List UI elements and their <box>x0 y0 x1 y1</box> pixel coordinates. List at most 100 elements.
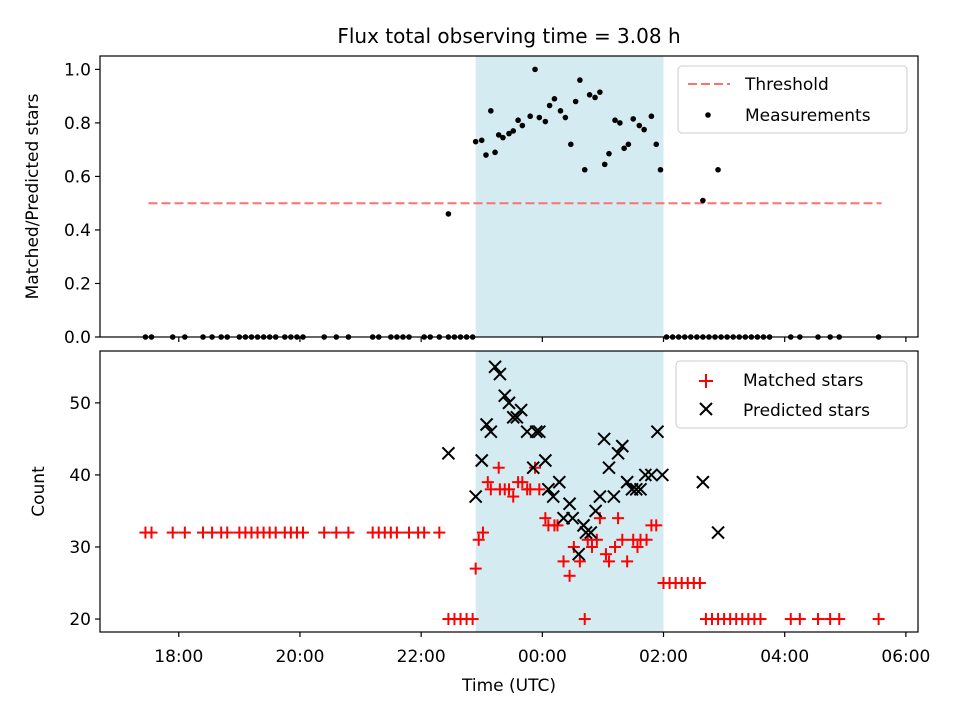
measurement-point <box>546 102 553 109</box>
measurement-point <box>492 149 498 156</box>
matched-star-point <box>602 555 615 568</box>
observing-window-shade <box>475 56 664 337</box>
matched-star-point <box>342 526 355 539</box>
predicted-star-point <box>538 453 553 468</box>
matched-star-point <box>529 461 542 474</box>
measurement-point <box>506 130 512 137</box>
measurement-point <box>472 138 479 145</box>
predicted-star-point <box>638 468 653 482</box>
predicted-star-stroke-b <box>526 461 540 475</box>
measurement-point <box>597 89 603 95</box>
predicted-star-stroke-b <box>498 388 512 403</box>
bottom-y-tick-label: 30 <box>69 538 91 558</box>
measurement-point <box>577 77 583 83</box>
measurement-point <box>572 98 579 105</box>
predicted-star-point <box>526 461 540 475</box>
predicted-star-point <box>498 388 512 403</box>
predicted-star-stroke-b <box>588 504 603 518</box>
predicted-legend-label: Predicted stars <box>743 401 870 421</box>
measurement-point <box>625 141 632 148</box>
top-panel: 0.0 0.2 0.4 0.6 0.8 1.0 Matched/Predicted sta… <box>23 55 919 348</box>
predicted-star-points <box>441 360 725 561</box>
matched-star-point <box>631 540 644 553</box>
matched-star-point <box>166 526 179 539</box>
predicted-star-point <box>562 497 577 511</box>
matched-star-point <box>573 555 586 568</box>
measurement-points <box>142 66 882 340</box>
measurement-point <box>641 126 647 133</box>
measurement-point <box>700 197 706 204</box>
bottom-x-tick-label: 00:00 <box>518 647 567 667</box>
predicted-star-stroke-b <box>711 525 725 540</box>
matched-star-point <box>466 613 479 626</box>
matched-star-point <box>476 526 489 539</box>
predicted-star-point <box>593 489 607 504</box>
measurement-point <box>592 94 598 101</box>
measurement-point <box>527 113 534 120</box>
matched-star-point <box>178 526 191 539</box>
predicted-star-stroke-b <box>552 475 566 489</box>
predicted-star-stroke-b <box>593 489 607 504</box>
matched-star-point <box>833 613 846 626</box>
predicted-star-stroke-b <box>565 511 580 525</box>
predicted-star-point <box>633 482 648 497</box>
predicted-star-point <box>441 446 456 461</box>
predicted-star-point <box>514 403 528 417</box>
matched-star-point <box>693 577 706 590</box>
predicted-star-stroke-b <box>633 482 648 497</box>
measurement-point <box>648 113 655 120</box>
matched-star-point <box>754 613 767 626</box>
measurement-point <box>617 120 623 126</box>
predicted-star-point <box>502 396 516 410</box>
predicted-star-stroke-b <box>602 461 616 475</box>
predicted-star-stroke-b <box>615 439 630 453</box>
top-y-tick-label: 1.0 <box>64 60 91 80</box>
predicted-star-point <box>655 468 670 482</box>
predicted-star-stroke-b <box>696 475 710 489</box>
predicted-star-point <box>620 475 634 489</box>
matched-star-point <box>616 533 629 546</box>
predicted-star-point <box>565 511 580 525</box>
bottom-x-tick-label: 20:00 <box>275 647 324 667</box>
measurement-point <box>532 66 538 73</box>
predicted-star-point <box>602 461 616 475</box>
top-legend-box <box>677 65 908 134</box>
predicted-star-point <box>488 360 502 374</box>
measurement-point <box>612 117 618 124</box>
matched-star-point <box>507 490 520 503</box>
measurement-point <box>478 137 485 144</box>
measurement-point <box>621 145 627 152</box>
predicted-star-stroke-b <box>629 482 643 497</box>
predicted-star-point <box>532 424 547 439</box>
matched-star-point <box>578 613 591 626</box>
matched-star-point <box>640 533 653 546</box>
predicted-legend-swatch <box>699 402 713 416</box>
predicted-star-point <box>607 489 621 504</box>
matched-star-point <box>318 526 331 539</box>
measurement-point <box>536 114 543 121</box>
matched-star-point <box>621 555 634 568</box>
bottom-y-tick-label: 50 <box>69 394 91 414</box>
matched-star-point <box>650 519 663 532</box>
predicted-star-stroke-b <box>579 525 593 540</box>
measurement-point <box>515 117 521 124</box>
matched-star-point <box>586 540 599 553</box>
measurement-point <box>510 128 517 134</box>
bottom-x-tick-label: 06:00 <box>881 647 930 667</box>
measurement-point <box>488 108 494 114</box>
top-y-axis-label: Matched/Predicted stars <box>23 93 43 299</box>
predicted-star-point <box>611 446 625 461</box>
predicted-star-stroke-b <box>488 360 502 374</box>
top-y-tick-label: 0.8 <box>64 114 91 134</box>
predicted-star-stroke-b <box>546 489 560 504</box>
predicted-star-point <box>588 504 603 518</box>
predicted-star-stroke-b <box>562 497 577 511</box>
top-axis-ticks: 0.0 0.2 0.4 0.6 0.8 1.0 <box>64 60 907 348</box>
top-legend: Threshold Measurements <box>677 65 908 134</box>
measurement-point <box>495 132 502 138</box>
predicted-star-stroke-b <box>597 432 611 446</box>
matched-star-point <box>492 461 505 474</box>
predicted-star-point <box>552 475 566 489</box>
measurements-legend-swatch <box>705 112 711 118</box>
